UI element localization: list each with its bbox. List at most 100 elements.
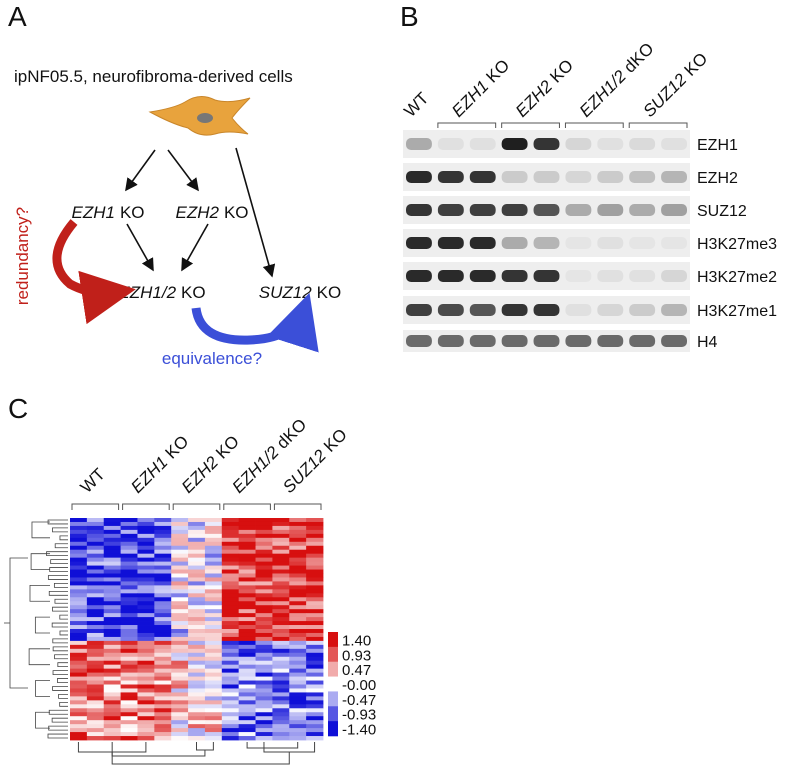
- heatmap-cell: [221, 609, 240, 614]
- heatmap-cell: [188, 700, 206, 705]
- heatmap-cell: [171, 700, 189, 705]
- band: [501, 335, 528, 347]
- heatmap-cell: [154, 553, 172, 559]
- heatmap-cell: [120, 605, 138, 610]
- dendro-branch: [29, 584, 50, 602]
- heatmap-cell: [289, 613, 307, 618]
- heatmap-cell: [70, 636, 88, 642]
- heatmap-cell: [255, 676, 273, 681]
- heatmap-cell: [289, 724, 307, 729]
- heatmap-cell: [221, 712, 240, 717]
- heatmap-cell: [137, 609, 155, 614]
- heatmap-cell: [188, 593, 206, 598]
- heatmap-cell: [103, 569, 121, 574]
- column-label: EZH2KO: [512, 56, 577, 121]
- heatmap-cell: [86, 601, 105, 606]
- dendro-branch: [47, 575, 68, 580]
- column-dendrogram: [77, 742, 316, 765]
- heatmap-cell: [272, 736, 290, 741]
- band: [629, 171, 656, 183]
- heatmap-cell: [238, 712, 256, 717]
- band: [533, 171, 560, 183]
- heatmap-cell: [103, 529, 121, 535]
- heatmap-cell: [120, 557, 138, 563]
- heatmap-cell: [171, 660, 189, 666]
- heatmap-cell: [188, 644, 206, 650]
- column-label: SUZ12KO: [640, 49, 712, 121]
- heatmap-cell: [137, 632, 155, 638]
- heatmap-cell: [154, 525, 172, 531]
- heatmap-cell: [306, 648, 324, 654]
- heatmap-cell: [204, 668, 223, 674]
- heatmap-cell: [86, 541, 105, 547]
- heatmap-cell: [171, 736, 189, 741]
- row-label: H3K27me2: [697, 269, 777, 286]
- heatmap-cell: [154, 549, 172, 555]
- band: [597, 138, 624, 150]
- heatmap-cell: [188, 601, 206, 606]
- heatmap-cell: [86, 700, 105, 705]
- heatmap-cell: [120, 593, 138, 598]
- heatmap-cell: [255, 529, 273, 535]
- heatmap-cell: [204, 625, 223, 630]
- heatmap-cell: [70, 577, 88, 582]
- band: [629, 237, 656, 249]
- heatmap-cell: [289, 525, 307, 531]
- heatmap-cell: [306, 533, 324, 539]
- heatmap-cell: [289, 533, 307, 539]
- heatmap-cell: [154, 724, 172, 729]
- heatmap-cell: [188, 581, 206, 586]
- heatmap-cell: [188, 636, 206, 642]
- heatmap-cell: [171, 553, 189, 559]
- heatmap-cell: [272, 561, 290, 566]
- heatmap-cell: [188, 664, 206, 670]
- heatmap-cell: [255, 617, 273, 622]
- dendro-branch: [35, 711, 50, 729]
- band: [469, 237, 496, 249]
- heatmap-cell: [272, 720, 290, 725]
- heatmap-cell: [272, 545, 290, 551]
- heatmap-cell: [120, 617, 138, 622]
- heatmap-cell: [103, 581, 121, 586]
- heatmap-cell: [171, 521, 189, 527]
- color-scale-swatch: [328, 721, 338, 737]
- heatmap-cell: [171, 692, 189, 697]
- heatmap-cell: [86, 680, 105, 685]
- heatmap-cell: [154, 688, 172, 693]
- heatmap-cell: [188, 640, 206, 646]
- heatmap-cell: [221, 545, 240, 551]
- heatmap-cell: [103, 597, 121, 602]
- heatmap-cell: [188, 573, 206, 578]
- heatmap-cell: [204, 529, 223, 535]
- heatmap-cell: [120, 585, 138, 590]
- heatmap-cell: [171, 589, 189, 594]
- heatmap-cell: [238, 704, 256, 709]
- heatmap-cell: [306, 557, 324, 563]
- heatmap-cell: [188, 589, 206, 594]
- heatmap-cell: [221, 625, 240, 630]
- heatmap-cell: [171, 688, 189, 693]
- dendro-branch: [59, 535, 68, 541]
- heatmap-cell: [255, 716, 273, 721]
- heatmap-cell: [103, 708, 121, 713]
- heatmap-cell: [86, 545, 105, 551]
- heatmap-cell: [238, 529, 256, 535]
- heatmap-cell: [238, 728, 256, 733]
- heatmap-cell: [120, 664, 138, 670]
- heatmap-cell: [188, 521, 206, 527]
- cell-icon: [148, 96, 251, 136]
- heatmap-cell: [289, 712, 307, 717]
- band: [469, 138, 496, 150]
- heatmap-cell: [171, 609, 189, 614]
- heatmap-cell: [238, 736, 256, 741]
- heatmap-cell: [70, 629, 88, 634]
- heatmap-cell: [137, 553, 155, 559]
- dendro-branch: [58, 694, 68, 699]
- heatmap-cell: [86, 696, 105, 701]
- heatmap-cell: [103, 664, 121, 670]
- heatmap-cell: [171, 728, 189, 733]
- heatmap-cell: [238, 533, 256, 539]
- heatmap-cell: [154, 585, 172, 590]
- heatmap-cell: [238, 521, 256, 527]
- heatmap-cell: [86, 561, 105, 566]
